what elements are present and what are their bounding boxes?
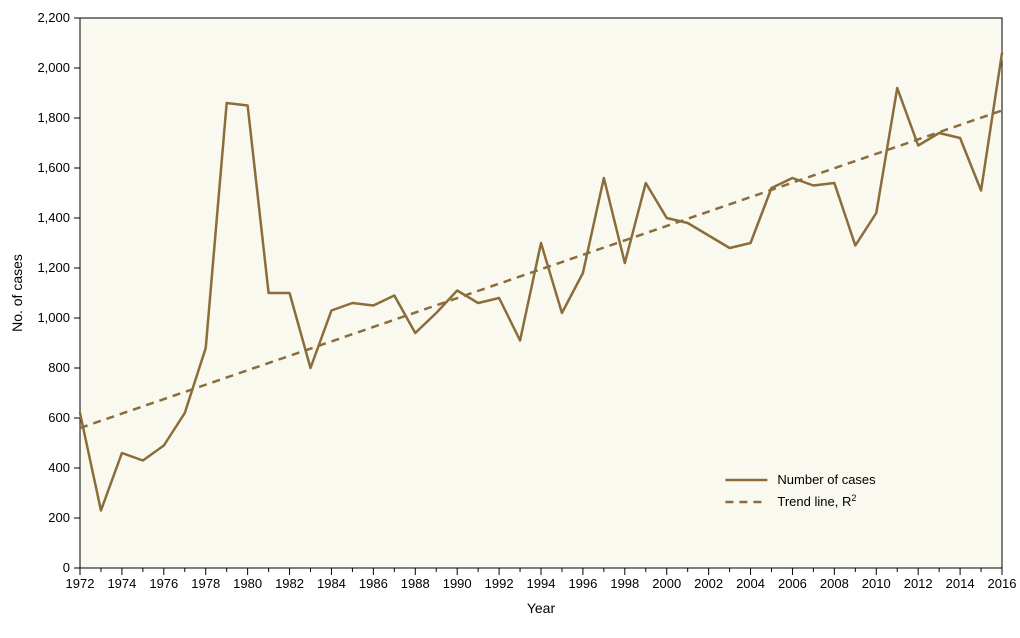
- x-tick-label: 2000: [652, 576, 681, 591]
- x-tick-label: 2006: [778, 576, 807, 591]
- x-tick-label: 1990: [443, 576, 472, 591]
- x-tick-label: 1972: [66, 576, 95, 591]
- legend-label-cases: Number of cases: [777, 472, 876, 487]
- x-tick-label: 1980: [233, 576, 262, 591]
- x-tick-label: 2004: [736, 576, 765, 591]
- y-tick-label: 1,400: [37, 210, 70, 225]
- x-tick-label: 1984: [317, 576, 346, 591]
- x-tick-label: 1974: [107, 576, 136, 591]
- x-tick-label: 2014: [946, 576, 975, 591]
- x-tick-label: 2012: [904, 576, 933, 591]
- x-tick-label: 2008: [820, 576, 849, 591]
- x-tick-label: 2010: [862, 576, 891, 591]
- x-tick-label: 1982: [275, 576, 304, 591]
- y-tick-label: 2,000: [37, 60, 70, 75]
- y-tick-label: 400: [48, 460, 70, 475]
- y-tick-label: 1,600: [37, 160, 70, 175]
- y-axis-label: No. of cases: [9, 254, 25, 332]
- line-chart: 0 200 400 600 800 1,000 1,200 1,400 1,600 1,800 2,…: [0, 0, 1020, 638]
- x-tick-label: 2016: [988, 576, 1017, 591]
- x-tick-label: 1976: [149, 576, 178, 591]
- x-tick-label: 1994: [527, 576, 556, 591]
- x-tick-label: 1986: [359, 576, 388, 591]
- x-tick-label: 2002: [694, 576, 723, 591]
- chart-container: 0 200 400 600 800 1,000 1,200 1,400 1,600 1,800 2,…: [0, 0, 1020, 638]
- x-tick-label: 1998: [610, 576, 639, 591]
- y-tick-label: 200: [48, 510, 70, 525]
- y-tick-label: 600: [48, 410, 70, 425]
- legend-label-trend: Trend line, R2: [777, 493, 856, 509]
- x-tick-label: 1992: [485, 576, 514, 591]
- x-axis-label: Year: [527, 600, 556, 616]
- x-tick-label: 1978: [191, 576, 220, 591]
- y-tick-label: 1,800: [37, 110, 70, 125]
- y-tick-label: 800: [48, 360, 70, 375]
- x-tick-label: 1988: [401, 576, 430, 591]
- y-tick-label: 2,200: [37, 10, 70, 25]
- y-tick-label: 1,200: [37, 260, 70, 275]
- x-tick-label: 1996: [568, 576, 597, 591]
- y-tick-label: 0: [63, 560, 70, 575]
- y-tick-label: 1,000: [37, 310, 70, 325]
